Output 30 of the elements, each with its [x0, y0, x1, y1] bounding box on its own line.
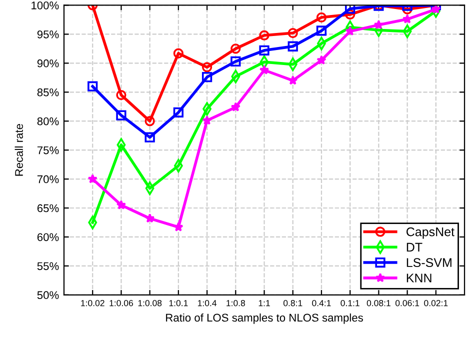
legend-label: KNN	[406, 274, 432, 282]
x-tick-label: 1:0.02	[81, 300, 104, 306]
y-axis-title: Recall rate	[14, 124, 23, 176]
x-tick-label: 0.08:1	[366, 300, 390, 306]
y-tick-label: 65%	[37, 204, 59, 212]
y-tick-label: 60%	[37, 233, 59, 242]
legend-label: CapsNet	[406, 227, 454, 239]
x-tick-label: 0.1:1	[340, 300, 360, 306]
x-axis-title: Ratio of LOS samples to NLOS samples	[166, 313, 363, 324]
x-tick-label: 1:0.1	[169, 300, 188, 306]
x-tick-label: 0.8:1	[283, 300, 302, 306]
x-tick-label: 0.4:1	[312, 300, 331, 306]
x-tick-label: 1:0.8	[226, 300, 245, 306]
x-tick-label: 1:1	[258, 300, 270, 306]
y-tick-label: 90%	[37, 59, 59, 68]
y-tick-label: 55%	[37, 262, 59, 270]
x-tick-label: 1:0.4	[198, 300, 217, 306]
x-tick-label: 1:0.08	[138, 300, 162, 306]
y-tick-label: 95%	[37, 30, 59, 38]
x-tick-label: 1:0.06	[110, 300, 133, 306]
legend-label: DT	[406, 242, 422, 252]
x-tick-label: 0.06:1	[395, 300, 420, 306]
y-tick-label: 75%	[37, 146, 59, 154]
y-tick-label: 80%	[37, 117, 59, 126]
y-tick-label: 50%	[37, 291, 59, 300]
y-tick-label: 85%	[37, 88, 59, 96]
y-tick-label: 70%	[37, 175, 59, 184]
x-tick-label: 0.02:1	[424, 300, 448, 306]
y-tick-label: 100%	[32, 2, 59, 10]
legend-label: LS-SVM	[406, 258, 452, 268]
